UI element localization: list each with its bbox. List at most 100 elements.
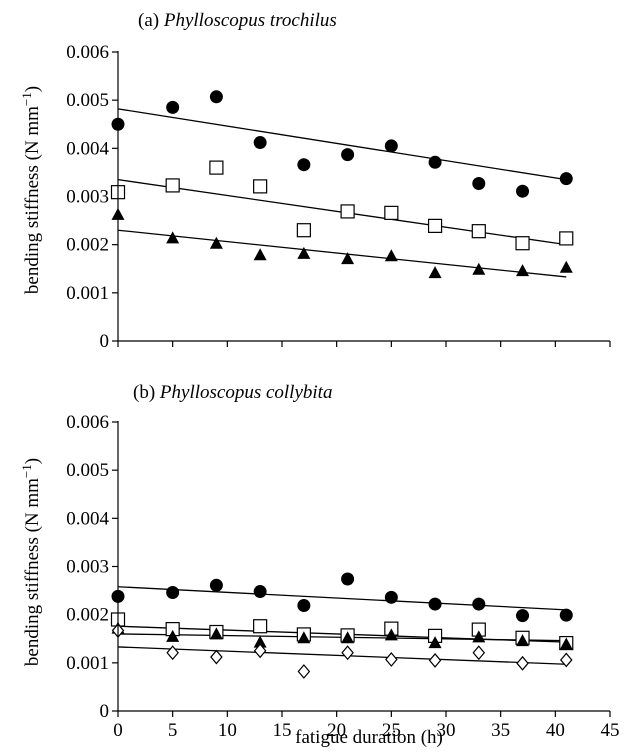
x-tick-label: 35 xyxy=(491,720,510,741)
data-point-open-square xyxy=(253,179,268,194)
data-point-filled-triangle xyxy=(428,266,442,279)
data-point-open-diamond xyxy=(516,655,529,671)
data-point-open-diamond xyxy=(166,645,179,661)
data-point-open-diamond xyxy=(253,643,267,659)
data-point-filled-triangle xyxy=(209,236,223,249)
y-tick-label: 0.003 xyxy=(66,187,109,208)
data-point-open-diamond xyxy=(472,645,486,661)
panel-b-x-ticks: 0 5 10 15 20 25 30 35 40 45 xyxy=(113,711,620,741)
data-point-open-diamond xyxy=(341,645,354,661)
data-point-filled-circle xyxy=(253,136,267,150)
data-point-filled-triangle xyxy=(516,634,530,647)
x-tick-label: 25 xyxy=(382,720,401,741)
trendline-filled-triangle xyxy=(117,229,567,278)
data-point-filled-circle xyxy=(341,572,355,586)
data-point-open-square xyxy=(427,218,443,233)
data-point-filled-triangle xyxy=(559,637,573,650)
data-point-filled-circle xyxy=(559,608,573,622)
panel-a-title-species: Phylloscopus trochilus xyxy=(163,10,337,31)
data-point-filled-triangle xyxy=(297,631,311,644)
data-point-open-square xyxy=(296,223,311,238)
data-point-open-square xyxy=(253,619,268,634)
x-tick-label: 30 xyxy=(437,720,456,741)
panel-a-axes xyxy=(117,51,610,342)
data-point-filled-circle xyxy=(166,100,180,114)
data-point-filled-circle xyxy=(472,597,486,611)
data-point-open-diamond xyxy=(428,652,442,668)
data-point-filled-triangle xyxy=(341,631,355,644)
data-point-filled-triangle xyxy=(166,231,180,244)
x-tick-label: 40 xyxy=(546,720,565,741)
data-point-open-diamond xyxy=(385,652,398,667)
data-point-filled-circle xyxy=(253,585,267,599)
data-point-filled-circle xyxy=(428,155,442,169)
data-point-filled-triangle xyxy=(297,246,311,259)
data-point-filled-circle xyxy=(472,176,486,190)
data-point-filled-circle xyxy=(384,139,398,153)
x-tick-label: 5 xyxy=(168,720,178,741)
x-tick-label: 45 xyxy=(601,720,620,741)
panel-a-title: (a) Phylloscopus trochilus xyxy=(138,10,337,31)
y-tick-label: 0.002 xyxy=(66,235,109,256)
data-point-open-square xyxy=(340,204,355,219)
data-point-filled-triangle xyxy=(384,249,398,262)
panel-b-y-axis-title: bending stiffness (N mm−1) xyxy=(19,458,44,666)
trendline-filled-circle xyxy=(117,108,567,181)
data-point-filled-triangle xyxy=(428,636,442,649)
panel-b-y-ticks: 0 0.001 0.002 0.003 0.004 0.005 0.006 xyxy=(66,412,118,722)
y-tick-label: 0.003 xyxy=(66,557,109,578)
data-point-filled-circle xyxy=(341,148,355,162)
panel-a: (a) Phylloscopus trochilus bending stiff… xyxy=(19,10,611,352)
trendline-open-diamond xyxy=(117,646,567,665)
y-tick-label: 0 xyxy=(100,701,110,722)
data-point-filled-circle xyxy=(209,578,223,592)
trendline-filled-circle xyxy=(117,586,567,611)
data-point-open-square xyxy=(165,178,180,193)
panel-a-x-ticks xyxy=(117,341,611,347)
data-point-open-square xyxy=(209,160,224,175)
y-tick-label: 0.001 xyxy=(66,653,109,674)
data-point-filled-circle xyxy=(209,90,223,104)
data-point-filled-triangle xyxy=(253,248,267,261)
y-tick-label: 0.004 xyxy=(66,508,109,529)
panel-b: (b) Phylloscopus collybita bending stiff… xyxy=(19,382,620,748)
data-point-filled-circle xyxy=(428,597,442,611)
panel-b-x-axis-title: fatigue duration (h) xyxy=(295,727,443,748)
y-tick-label: 0 xyxy=(100,331,110,352)
data-point-filled-triangle xyxy=(341,252,355,265)
x-tick-label: 10 xyxy=(218,720,237,741)
y-tick-label: 0.005 xyxy=(66,90,109,111)
x-tick-label: 20 xyxy=(327,720,346,741)
data-point-open-diamond xyxy=(297,664,311,679)
panel-b-axes xyxy=(117,421,610,712)
data-point-filled-triangle xyxy=(253,635,267,648)
panel-a-trendlines xyxy=(117,108,567,278)
data-point-filled-triangle xyxy=(384,628,398,641)
panel-a-title-label: (a) xyxy=(138,10,159,31)
panel-b-title-label: (b) xyxy=(133,382,155,403)
panel-a-y-ticks: 0 0.001 0.002 0.003 0.004 0.005 0.006 xyxy=(66,42,118,352)
panel-b-title-species: Phylloscopus collybita xyxy=(159,382,333,403)
data-point-filled-circle xyxy=(384,590,398,604)
data-point-filled-triangle xyxy=(472,262,486,275)
data-point-open-square xyxy=(515,236,530,251)
data-point-filled-circle xyxy=(166,586,180,600)
data-point-filled-triangle xyxy=(516,264,530,277)
data-point-filled-circle xyxy=(516,184,530,198)
data-point-open-square xyxy=(471,224,486,239)
data-point-filled-triangle xyxy=(559,260,573,273)
y-tick-label: 0.001 xyxy=(66,283,109,304)
data-point-open-diamond xyxy=(559,652,573,668)
data-point-open-square xyxy=(559,231,574,246)
x-tick-label: 15 xyxy=(273,720,292,741)
y-tick-label: 0.006 xyxy=(66,412,109,433)
data-point-filled-circle xyxy=(559,172,573,186)
data-point-open-diamond xyxy=(210,649,223,665)
data-point-filled-circle xyxy=(516,609,530,623)
data-point-filled-triangle xyxy=(472,630,486,643)
y-tick-label: 0.002 xyxy=(66,605,109,626)
x-tick-label: 0 xyxy=(113,720,123,741)
data-point-filled-triangle xyxy=(209,627,223,640)
panel-a-y-axis-title: bending stiffness (N mm−1) xyxy=(19,86,44,294)
